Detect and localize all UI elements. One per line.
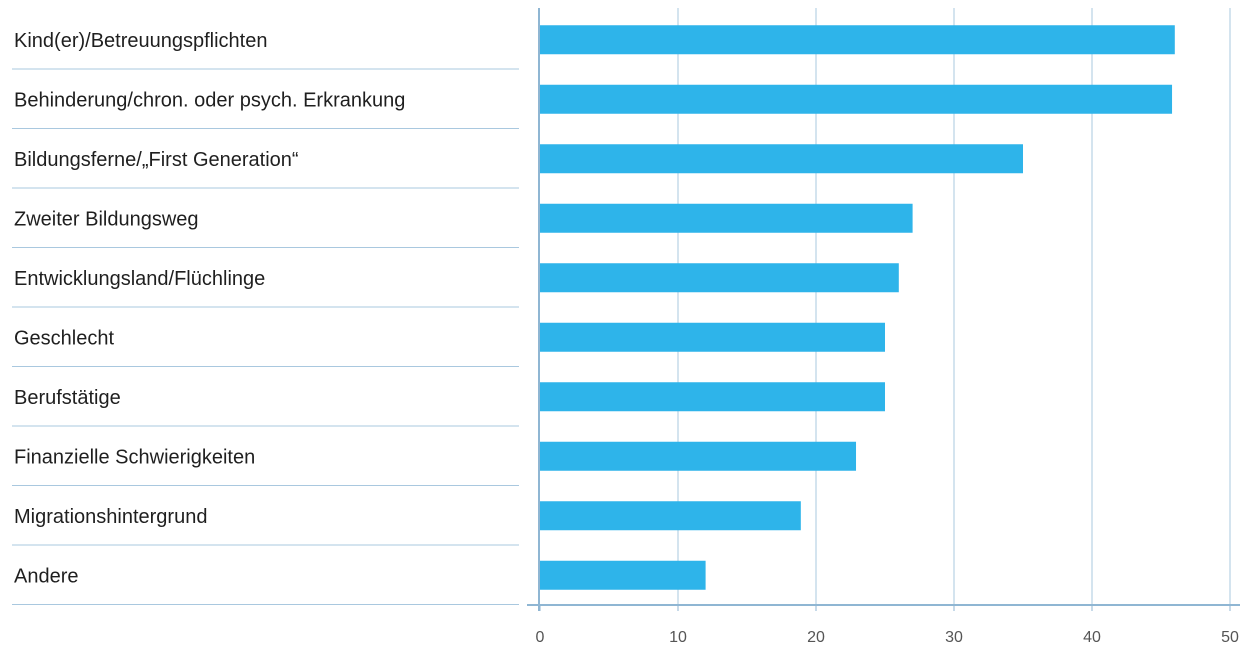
x-tick-label: 50 (1221, 629, 1239, 646)
bar (540, 144, 1023, 174)
bar (540, 560, 706, 590)
x-tick-label: 40 (1083, 629, 1101, 646)
axes (527, 8, 1240, 611)
bar (540, 25, 1175, 55)
bar (540, 382, 885, 412)
category-label: Zweiter Bildungsweg (14, 208, 199, 230)
category-label: Finanzielle Schwierigkeiten (14, 446, 255, 468)
category-label: Entwicklungsland/Flüchlinge (14, 268, 265, 290)
x-tick-label: 20 (807, 629, 825, 646)
category-label: Bildungsferne/„First Generation“ (14, 149, 299, 171)
x-tick-label: 10 (669, 629, 687, 646)
bar (540, 203, 913, 233)
category-label: Geschlecht (14, 327, 114, 349)
bar (540, 501, 801, 531)
bars (540, 25, 1175, 590)
bar (540, 84, 1173, 114)
x-tick-label: 30 (945, 629, 963, 646)
category-separators (12, 68, 519, 605)
category-label: Kind(er)/Betreuungspflichten (14, 30, 267, 52)
category-label: Berufstätige (14, 387, 121, 409)
x-tick-label: 0 (536, 629, 545, 646)
bar (540, 322, 885, 352)
category-label: Behinderung/chron. oder psych. Erkrankun… (14, 89, 405, 111)
category-label: Migrationshintergrund (14, 506, 207, 528)
x-tick-labels: 0 10 20 30 40 50 (536, 629, 1239, 646)
category-labels: Kind(er)/Betreuungspflichten Behinderung/… (14, 30, 405, 588)
category-label: Andere (14, 565, 79, 587)
bar (540, 263, 899, 293)
bar (540, 441, 857, 471)
